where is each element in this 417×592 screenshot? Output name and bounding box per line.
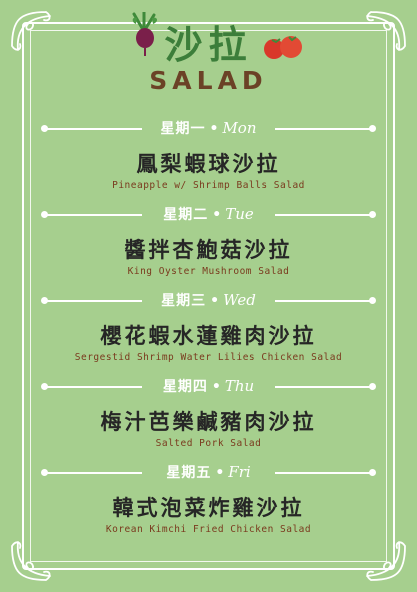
dish-name-zh: 櫻花蝦水蓮雞肉沙拉 — [100, 324, 317, 348]
day-label-en: Thu — [224, 377, 255, 395]
label-separator: • — [215, 465, 225, 481]
beetroot-icon — [128, 10, 162, 56]
divider-line — [275, 128, 373, 130]
day-label-en: Mon — [222, 119, 257, 137]
divider-dot — [41, 211, 48, 218]
day-section-wednesday: 星期三 • Wed 櫻花蝦水蓮雞肉沙拉 Sergestid Shrimp Water… — [0, 290, 417, 378]
divider-line — [44, 128, 142, 130]
outer-frame — [22, 22, 395, 570]
divider-line — [275, 300, 373, 302]
day-section-tuesday: 星期二 • Tue 醬拌杏鮑菇沙拉 King Oyster Mushroom Sal… — [0, 204, 417, 292]
divider-dot — [369, 125, 376, 132]
dish-name-zh: 梅汁芭樂鹹豬肉沙拉 — [100, 410, 317, 434]
day-header: 星期二 • Tue — [41, 204, 376, 225]
divider-line — [44, 386, 142, 388]
day-label: 星期四 • Thu — [44, 376, 373, 397]
corner-flourish-icon — [347, 522, 411, 586]
day-label: 星期二 • Tue — [44, 204, 373, 225]
label-separator: • — [210, 293, 220, 309]
divider-dot — [369, 469, 376, 476]
tomato-icon — [262, 34, 304, 60]
divider-dot — [41, 469, 48, 476]
dish-name-zh: 鳳梨蝦球沙拉 — [136, 152, 281, 176]
divider-dot — [41, 297, 48, 304]
corner-flourish-icon — [6, 6, 70, 70]
inner-frame — [30, 30, 387, 562]
divider-dot — [41, 125, 48, 132]
day-header: 星期五 • Fri — [41, 462, 376, 483]
divider-line — [44, 300, 142, 302]
dish-name-en: Pineapple w/ Shrimp Balls Salad — [112, 180, 305, 191]
day-label: 星期一 • Mon — [44, 118, 373, 139]
dish-name-zh: 韓式泡菜炸雞沙拉 — [112, 496, 305, 520]
dish-name-en: Sergestid Shrimp Water Lilies Chicken Sa… — [74, 352, 343, 363]
divider-dot — [369, 383, 376, 390]
menu-header: 沙拉 SALAD — [0, 8, 417, 98]
corner-flourish-icon — [6, 522, 70, 586]
day-section-monday: 星期一 • Mon 鳳梨蝦球沙拉 Pineapple w/ Shrimp Balls… — [0, 118, 417, 206]
dish-name-en: King Oyster Mushroom Salad — [127, 266, 290, 277]
day-label-en: Tue — [225, 205, 254, 223]
dish-name-en: Korean Kimchi Fried Chicken Salad — [105, 524, 312, 535]
day-header: 星期四 • Thu — [41, 376, 376, 397]
corner-flourish-icon — [347, 6, 411, 70]
day-header: 星期一 • Mon — [41, 118, 376, 139]
label-separator: • — [212, 207, 222, 223]
day-label-zh: 星期四 — [162, 379, 208, 395]
divider-dot — [369, 211, 376, 218]
day-label-zh: 星期五 — [166, 465, 212, 481]
day-section-thursday: 星期四 • Thu 梅汁芭樂鹹豬肉沙拉 Salted Pork Salad — [0, 376, 417, 464]
dish-name-zh: 醬拌杏鮑菇沙拉 — [124, 238, 293, 262]
day-label-en: Wed — [223, 291, 256, 309]
divider-line — [44, 472, 142, 474]
label-separator: • — [209, 121, 219, 137]
day-label-en: Fri — [228, 463, 251, 481]
divider-dot — [41, 383, 48, 390]
page-subtitle: SALAD — [149, 66, 268, 95]
divider-line — [275, 386, 373, 388]
day-section-friday: 星期五 • Fri 韓式泡菜炸雞沙拉 Korean Kimchi Fried Chi… — [0, 462, 417, 550]
day-label-zh: 星期三 — [161, 293, 207, 309]
day-label: 星期三 • Wed — [44, 290, 373, 311]
day-label: 星期五 • Fri — [44, 462, 373, 483]
page-title: 沙拉 — [164, 23, 253, 67]
dish-name-en: Salted Pork Salad — [155, 438, 262, 449]
day-label-zh: 星期二 — [163, 207, 209, 223]
divider-line — [275, 472, 373, 474]
day-label-zh: 星期一 — [160, 121, 206, 137]
divider-line — [44, 214, 142, 216]
divider-dot — [369, 297, 376, 304]
divider-line — [275, 214, 373, 216]
label-separator: • — [211, 379, 221, 395]
day-header: 星期三 • Wed — [41, 290, 376, 311]
